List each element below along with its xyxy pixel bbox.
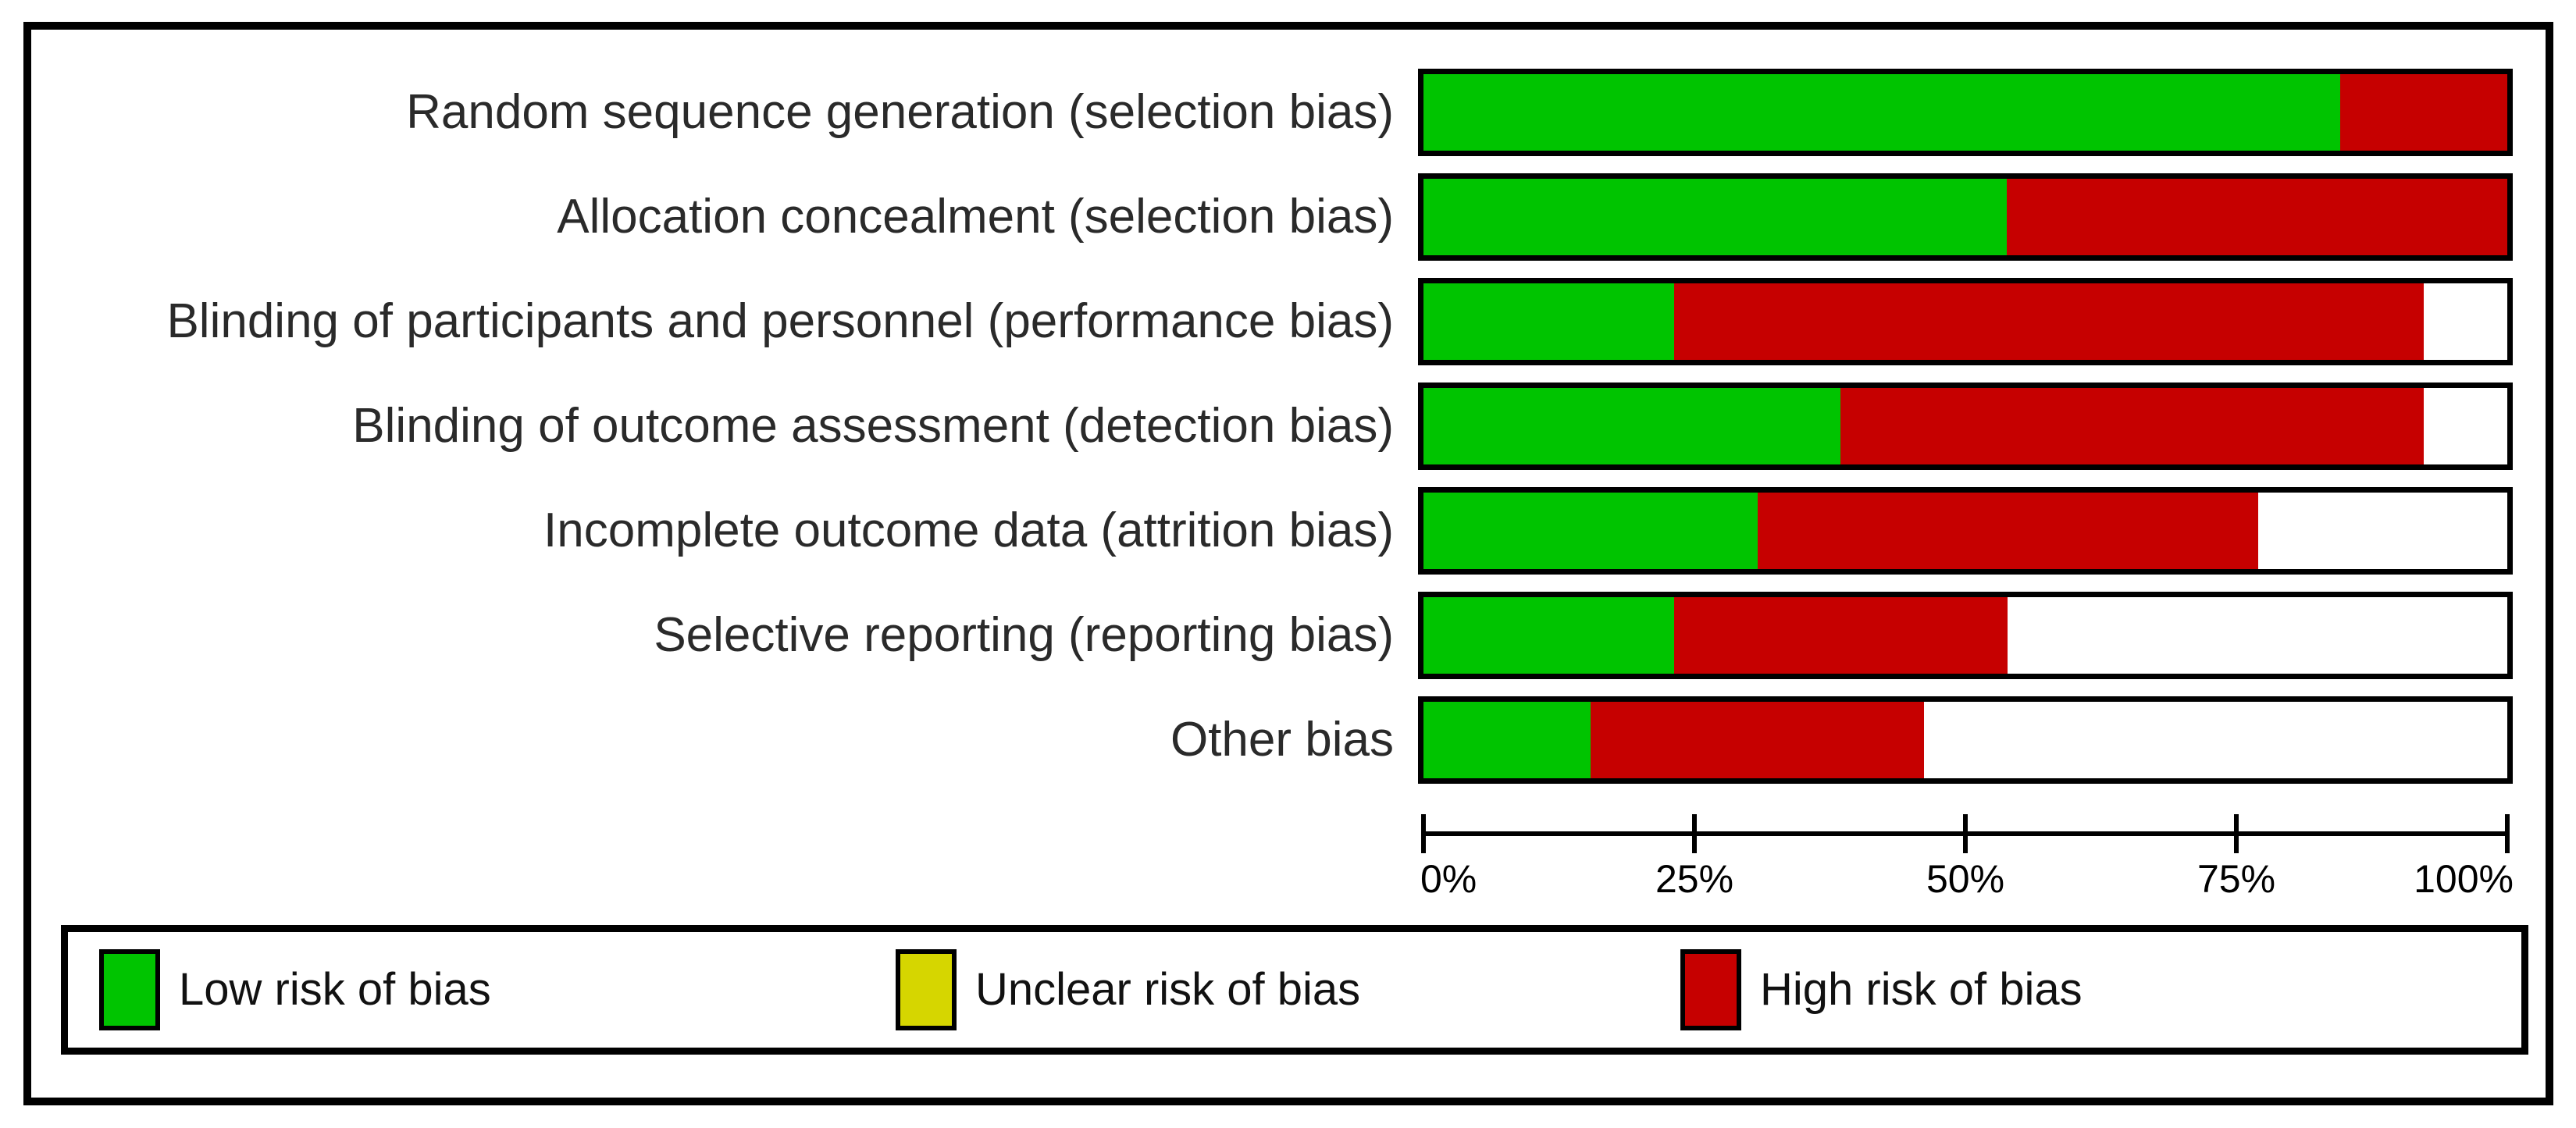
x-axis: 0% 25% 50% 75% 100% — [1420, 814, 2514, 931]
bias-row: Blinding of outcome assessment (detectio… — [31, 383, 2546, 470]
x-axis-tick-label: 100% — [2414, 857, 2514, 901]
bar-segment-low — [1423, 283, 1674, 360]
bar-segment-high — [2006, 179, 2507, 255]
row-label: Blinding of participants and personnel (… — [166, 294, 1394, 348]
bar-segment-low — [1423, 702, 1591, 778]
row-label: Other bias — [1170, 713, 1394, 767]
bar-segment-high — [1673, 283, 2425, 360]
row-label: Allocation concealment (selection bias) — [557, 190, 1394, 244]
bias-row: Allocation concealment (selection bias) — [31, 173, 2546, 261]
stacked-bar — [1418, 487, 2513, 575]
x-axis-tick — [1692, 814, 1697, 853]
legend-item-unclear: Unclear risk of bias — [896, 949, 1360, 1030]
bar-segment-low — [1423, 597, 1674, 674]
legend-item-low: Low risk of bias — [99, 949, 491, 1030]
x-axis-tick-label: 0% — [1420, 857, 1477, 901]
x-axis-tick-label: 25% — [1655, 857, 1734, 901]
legend-label: Unclear risk of bias — [975, 964, 1361, 1015]
bar-segment-high — [1673, 597, 2008, 674]
figure-frame: Random sequence generation (selection bi… — [23, 22, 2553, 1105]
legend-label: High risk of bias — [1760, 964, 2083, 1015]
bias-row: Random sequence generation (selection bi… — [31, 69, 2546, 156]
bar-segment-high — [1590, 702, 1925, 778]
bar-segment-high — [1840, 388, 2425, 464]
x-axis-tick — [1963, 814, 1968, 853]
x-axis-tick-label: 75% — [2197, 857, 2276, 901]
stacked-bar — [1418, 696, 2513, 784]
bar-segment-low — [1423, 388, 1841, 464]
row-label: Blinding of outcome assessment (detectio… — [352, 399, 1394, 453]
row-label: Selective reporting (reporting bias) — [654, 608, 1394, 662]
row-label: Incomplete outcome data (attrition bias) — [543, 504, 1394, 557]
stacked-bar — [1418, 69, 2513, 156]
x-axis-tick — [1421, 814, 1426, 853]
legend-item-high: High risk of bias — [1680, 949, 2083, 1030]
bar-segment-low — [1423, 179, 2007, 255]
row-label: Random sequence generation (selection bi… — [406, 85, 1394, 139]
legend: Low risk of bias Unclear risk of bias Hi… — [61, 925, 2528, 1055]
x-axis-tick — [2234, 814, 2239, 853]
bar-segment-low — [1423, 74, 2341, 151]
high-risk-swatch — [1680, 949, 1741, 1030]
stacked-bar — [1418, 592, 2513, 679]
bias-row: Other bias — [31, 696, 2546, 784]
unclear-risk-swatch — [896, 949, 957, 1030]
x-axis-tick-label: 50% — [1926, 857, 2005, 901]
bias-row: Selective reporting (reporting bias) — [31, 592, 2546, 679]
stacked-bar — [1418, 278, 2513, 365]
bias-row: Blinding of participants and personnel (… — [31, 278, 2546, 365]
stacked-bar — [1418, 383, 2513, 470]
bar-segment-low — [1423, 493, 1758, 569]
bias-row: Incomplete outcome data (attrition bias) — [31, 487, 2546, 575]
bar-segment-high — [2340, 74, 2507, 151]
stacked-bar — [1418, 173, 2513, 261]
legend-label: Low risk of bias — [179, 964, 491, 1015]
bar-segment-high — [1757, 493, 2258, 569]
low-risk-swatch — [99, 949, 160, 1030]
x-axis-tick — [2505, 814, 2510, 853]
